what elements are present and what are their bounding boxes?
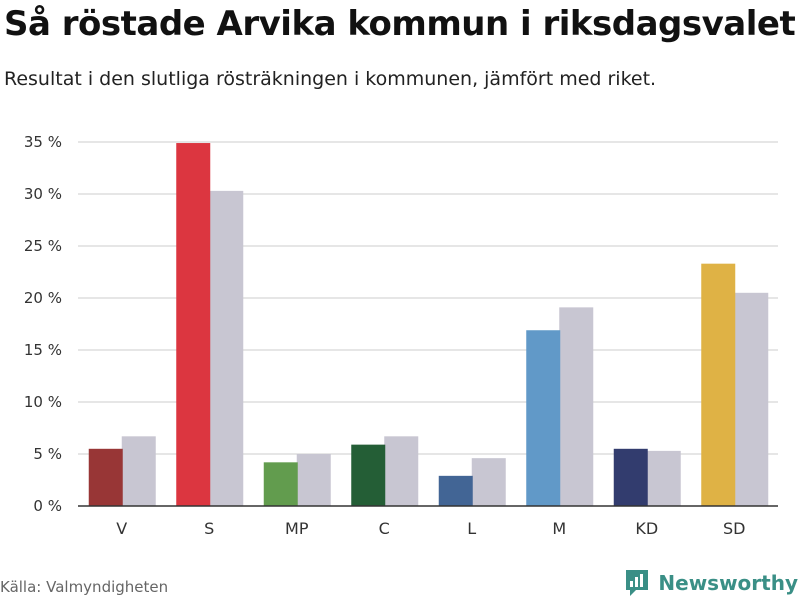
chart-speech-bubble-icon [626, 570, 649, 596]
chart-title: Så röstade Arvika kommun i riksdagsvalet [4, 4, 796, 44]
bar-national-c [384, 436, 419, 506]
bar-municipal-kd [613, 448, 648, 506]
x-tick-label: S [204, 519, 214, 538]
source-note: Källa: Valmyndigheten [0, 578, 169, 596]
bar-national-mp [296, 454, 331, 506]
x-tick-label: M [552, 519, 566, 538]
bar-municipal-l [438, 475, 473, 506]
bar-national-kd [646, 450, 681, 506]
x-tick-label: V [116, 519, 127, 538]
x-tick-label: L [467, 519, 476, 538]
y-tick-label: 20 % [24, 289, 62, 307]
brand-logo: Newsworthy [624, 568, 798, 598]
y-tick-label: 0 % [33, 497, 62, 515]
bar-national-m [559, 307, 594, 506]
y-tick-label: 30 % [24, 185, 62, 203]
bar-national-sd [734, 292, 769, 506]
bar-municipal-mp [263, 462, 298, 506]
y-tick-label: 15 % [24, 341, 62, 359]
bar-municipal-sd [701, 263, 736, 506]
bar-national-l [471, 458, 506, 506]
chart-subtitle: Resultat i den slutliga rösträkningen i … [4, 68, 657, 90]
x-tick-label: MP [285, 519, 309, 538]
x-tick-label: KD [635, 519, 658, 538]
bar-municipal-s [176, 143, 211, 507]
y-tick-label: 5 % [33, 445, 62, 463]
bar-municipal-c [351, 444, 386, 506]
bar-chart: 0 % 5 % 10 % 15 % 20 % 25 % 30 % 35 % V S MP C L M KD S… [24, 133, 778, 538]
y-tick-label: 35 % [24, 133, 62, 151]
y-tick-label: 25 % [24, 237, 62, 255]
x-tick-label: C [379, 519, 390, 538]
bar-national-v [121, 436, 156, 506]
x-tick-label: SD [723, 519, 745, 538]
bar-municipal-m [526, 330, 561, 506]
bar-municipal-v [88, 448, 123, 506]
brand-name: Newsworthy [658, 571, 798, 595]
bar-national-s [209, 190, 244, 506]
y-tick-label: 10 % [24, 393, 62, 411]
